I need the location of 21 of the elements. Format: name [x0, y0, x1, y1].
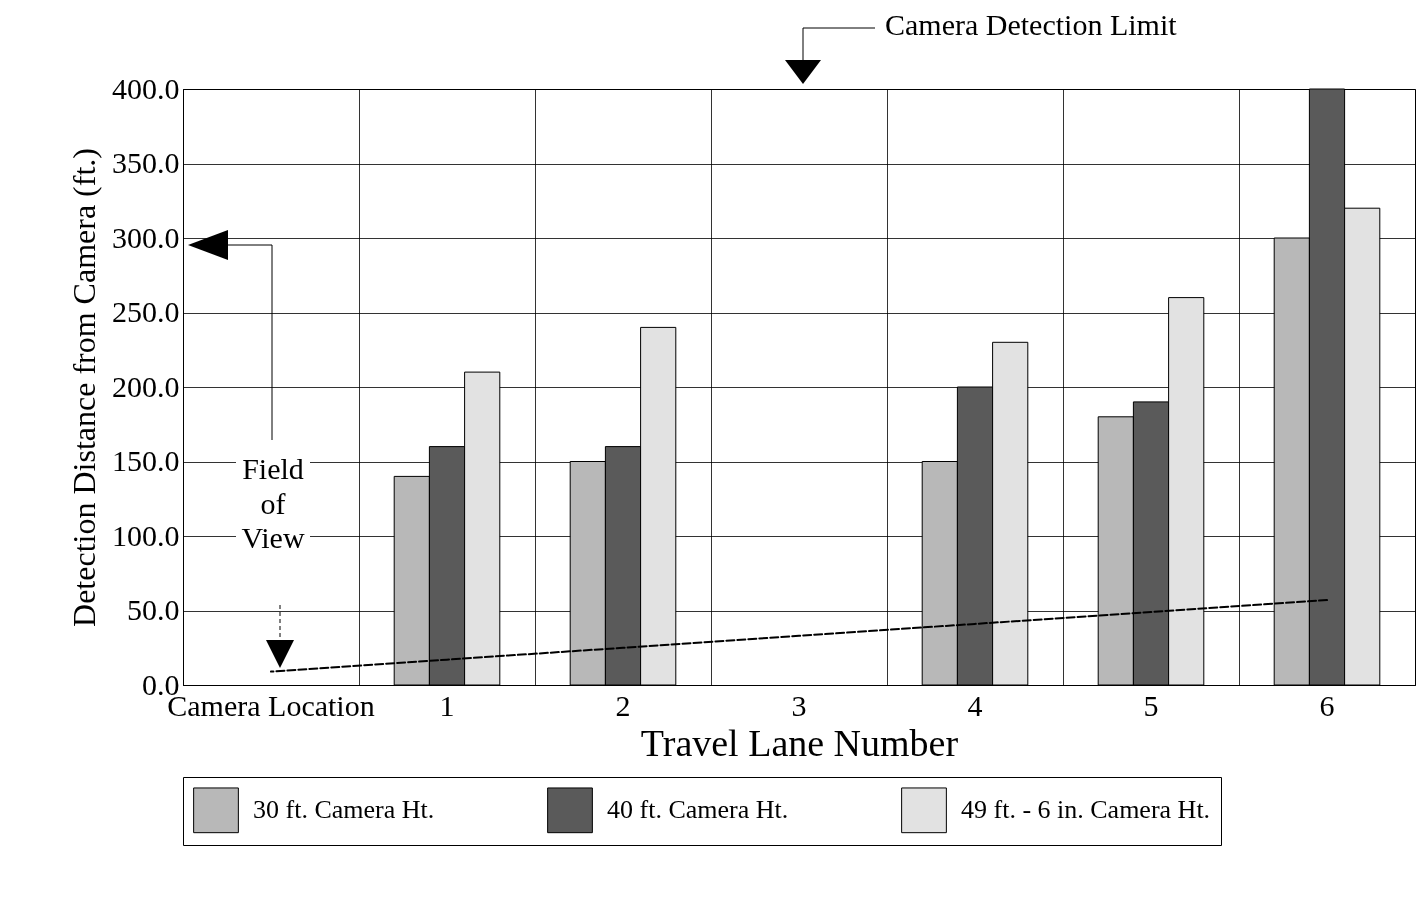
y-tick-label: 50.0 — [127, 593, 180, 626]
x-tick-label: 2 — [615, 688, 631, 722]
x-tick-label: 6 — [1319, 688, 1335, 722]
x-tick-label: 4 — [967, 688, 983, 722]
x-axis-title: Travel Lane Number — [640, 721, 959, 764]
x-tick-label: 3 — [791, 688, 807, 722]
legend-label: 40 ft. Camera Ht. — [607, 795, 789, 825]
y-tick-label: 100.0 — [112, 518, 180, 552]
y-tick-label: 300.0 — [112, 220, 180, 254]
legend-label: 30 ft. Camera Ht. — [253, 795, 435, 825]
x-tick-label: 5 — [1143, 688, 1159, 722]
y-tick-label: 400.0 — [112, 71, 180, 105]
x-tick-label: 1 — [439, 688, 455, 722]
y-tick-label: 200.0 — [112, 369, 180, 403]
legend-label: 49 ft. - 6 in. Camera Ht. — [961, 795, 1211, 825]
y-tick-label: 250.0 — [112, 295, 180, 328]
y-tick-label: 150.0 — [112, 444, 180, 477]
text: Camera Detection Limit — [885, 8, 1177, 43]
annotation: Field of View — [236, 452, 310, 556]
y-axis-title: Detection Distance from Camera (ft.) — [66, 148, 102, 627]
y-tick-label: 350.0 — [112, 146, 180, 179]
